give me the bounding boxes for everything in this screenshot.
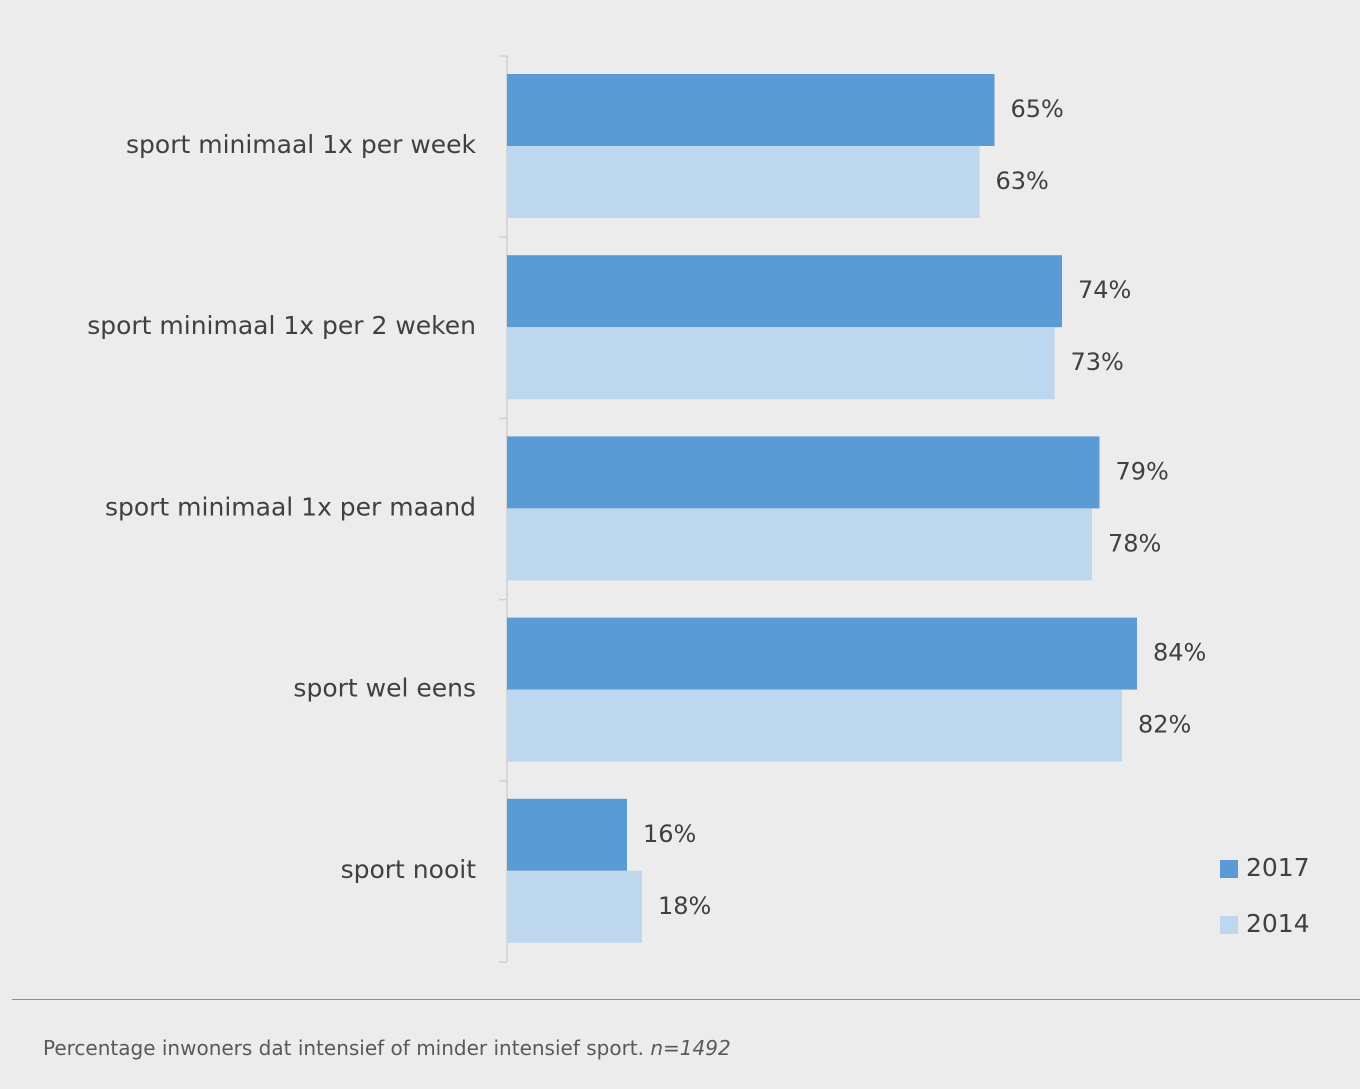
sample-size-note: n=1492 [650,1036,731,1060]
bar-series-2014 [507,327,1055,400]
labels: sport minimaal 1x per week 65% 63% sport mi… [87,95,1206,920]
category-axis [499,55,508,963]
data-label-series-2017: 79% [1116,457,1169,485]
bar-series-2014 [507,508,1092,581]
bars [507,74,1137,943]
data-label-series-2014: 18% [658,892,711,920]
data-label-series-2017: 84% [1153,639,1206,667]
bar-series-2014 [507,689,1122,762]
category-label: sport minimaal 1x per week [126,130,477,159]
legend: 2017 2014 [1220,853,1310,938]
bar-series-2017 [507,798,627,871]
bar-chart: sport minimaal 1x per week 65% 63% sport mi… [87,55,1310,963]
bar-series-2017 [507,74,995,146]
data-label-series-2014: 82% [1138,711,1191,739]
category-label: sport wel eens [293,674,476,703]
data-label-series-2014: 78% [1108,529,1161,557]
data-label-series-2017: 16% [643,820,696,848]
chart-caption: Percentage inwoners dat intensief of min… [43,1036,731,1060]
data-label-series-2017: 74% [1078,276,1131,304]
category-label: sport minimaal 1x per 2 weken [87,311,476,340]
bar-series-2017 [507,617,1137,690]
category-label: sport nooit [341,855,477,884]
legend-label-series-2014: 2014 [1246,909,1310,938]
caption-text: Percentage inwoners dat intensief of min… [43,1036,644,1060]
bar-series-2014 [507,870,642,943]
legend-swatch-series-2014 [1220,916,1238,934]
bar-series-2014 [507,146,980,218]
data-label-series-2017: 65% [1011,95,1064,123]
data-label-series-2014: 73% [1071,348,1124,376]
legend-swatch-series-2017 [1220,860,1238,878]
legend-label-series-2017: 2017 [1246,853,1310,882]
category-label: sport minimaal 1x per maand [105,492,476,521]
data-label-series-2014: 63% [996,167,1049,195]
bar-series-2017 [507,436,1100,509]
caption-divider [12,999,1360,1000]
bar-series-2017 [507,255,1062,328]
